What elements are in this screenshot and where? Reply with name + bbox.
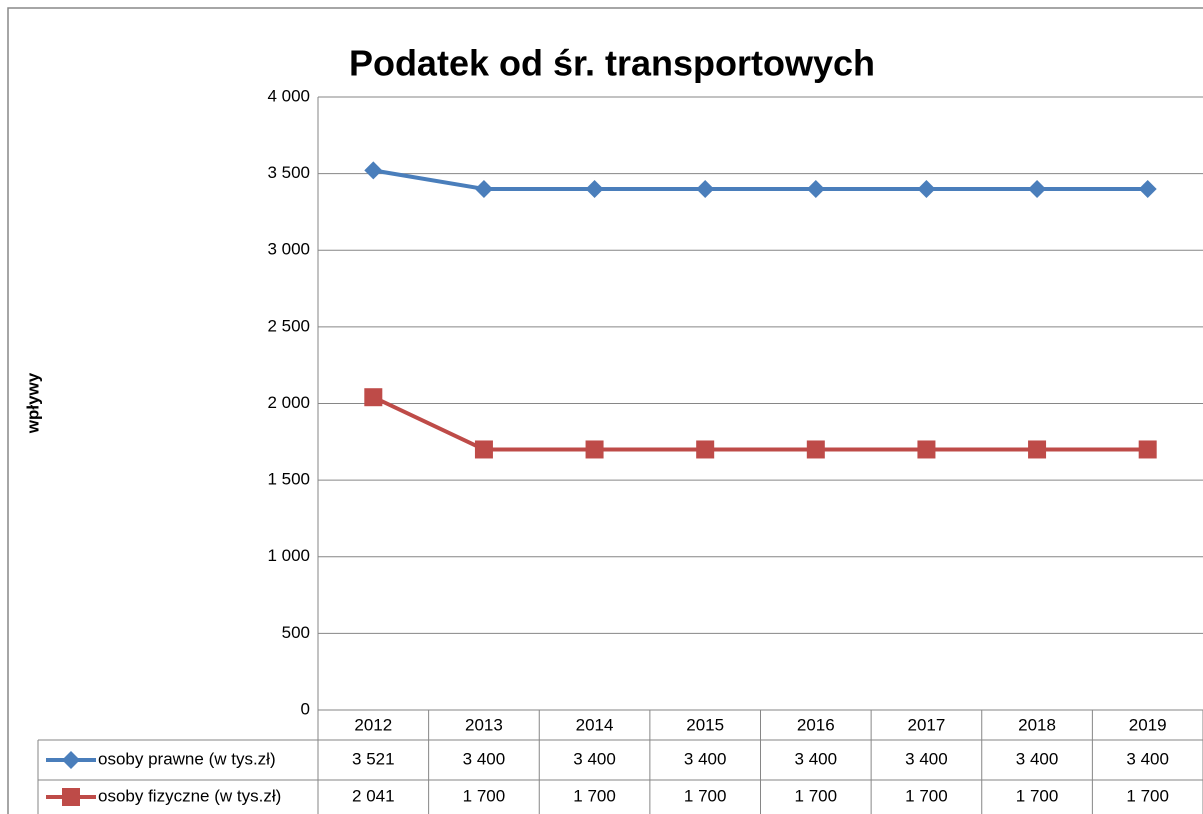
y-tick-label: 2 500	[267, 316, 310, 335]
y-tick-label: 1 000	[267, 546, 310, 565]
x-tick-label: 2012	[354, 715, 392, 734]
y-tick-label: 3 000	[267, 240, 310, 259]
table-value: 1 700	[684, 786, 727, 805]
table-value: 1 700	[1016, 786, 1059, 805]
legend-label: osoby fizyczne (w tys.zł)	[98, 786, 281, 805]
x-tick-label: 2018	[1018, 715, 1056, 734]
table-value: 1 700	[795, 786, 838, 805]
marker	[1138, 440, 1157, 459]
y-axis-label: wpływy	[23, 372, 42, 434]
table-value: 1 700	[573, 786, 616, 805]
y-tick-label: 0	[301, 699, 310, 718]
table-value: 3 400	[905, 749, 948, 768]
marker	[585, 440, 604, 459]
marker	[364, 388, 383, 407]
table-value: 1 700	[905, 786, 948, 805]
table-value: 2 041	[352, 786, 395, 805]
series-line	[372, 168, 1148, 191]
y-tick-label: 3 500	[267, 163, 310, 182]
marker	[62, 751, 80, 769]
chart-title: Podatek od śr. transportowych	[349, 43, 875, 84]
chart-frame	[7, 7, 1203, 814]
table-value: 3 521	[352, 749, 395, 768]
marker	[917, 179, 936, 198]
marker	[585, 179, 604, 198]
legend-label: osoby prawne (w tys.zł)	[98, 749, 276, 768]
table-value: 3 400	[1126, 749, 1169, 768]
marker	[62, 788, 80, 806]
table-value: 3 400	[1016, 749, 1059, 768]
series-line	[372, 395, 1148, 452]
table-value: 3 400	[795, 749, 838, 768]
x-tick-label: 2019	[1129, 715, 1167, 734]
table-value: 1 700	[1126, 786, 1169, 805]
x-tick-label: 2017	[908, 715, 946, 734]
y-tick-label: 2 000	[267, 393, 310, 412]
y-tick-label: 4 000	[267, 86, 310, 105]
marker	[696, 179, 715, 198]
marker	[364, 161, 383, 180]
y-tick-label: 1 500	[267, 470, 310, 489]
x-tick-label: 2013	[465, 715, 503, 734]
marker	[474, 440, 493, 459]
marker	[806, 440, 825, 459]
marker	[696, 440, 715, 459]
marker	[1138, 179, 1157, 198]
marker	[1028, 179, 1047, 198]
x-tick-label: 2016	[797, 715, 835, 734]
x-tick-label: 2015	[686, 715, 724, 734]
marker	[917, 440, 936, 459]
table-value: 1 700	[463, 786, 506, 805]
x-tick-label: 2014	[576, 715, 614, 734]
marker	[806, 179, 825, 198]
marker	[474, 179, 493, 198]
table-value: 3 400	[463, 749, 506, 768]
table-value: 3 400	[573, 749, 616, 768]
marker	[1028, 440, 1047, 459]
y-tick-label: 500	[282, 623, 310, 642]
table-value: 3 400	[684, 749, 727, 768]
